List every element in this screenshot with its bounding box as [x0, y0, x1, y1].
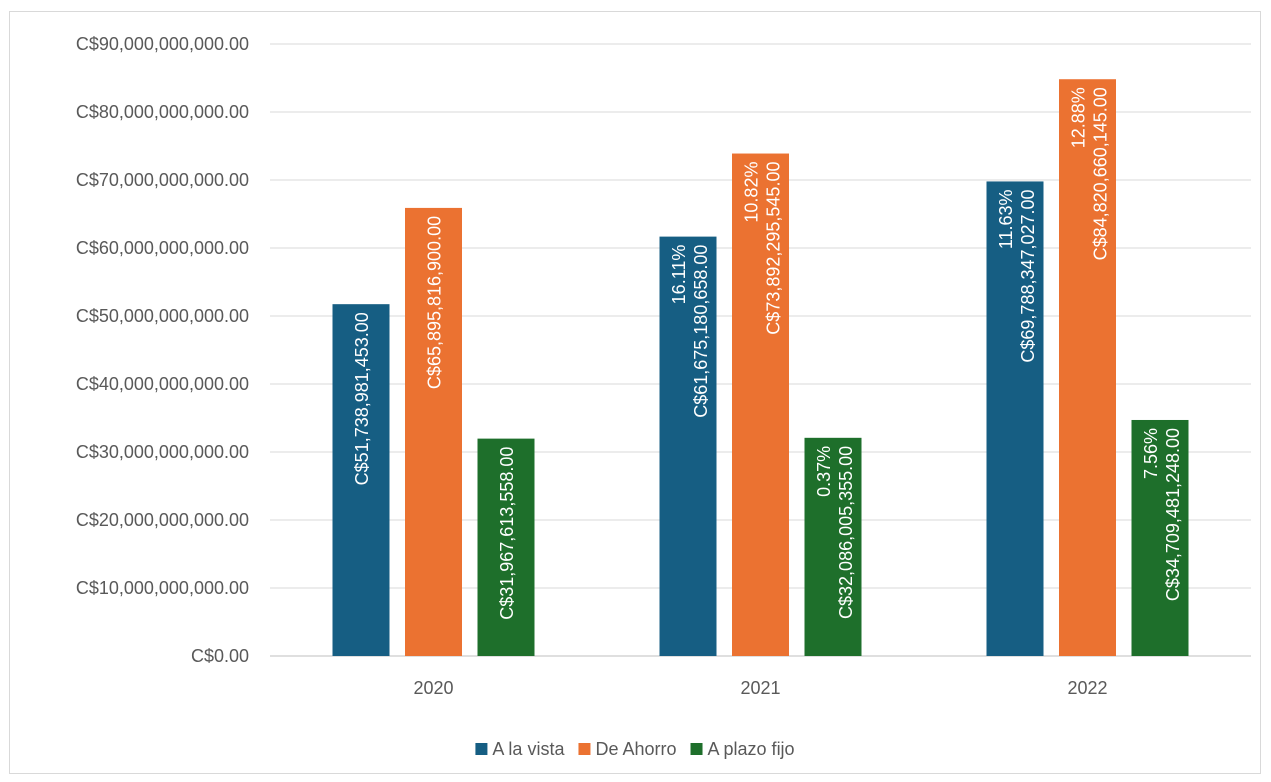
y-tick-label: C$0.00 [191, 646, 249, 666]
y-tick-label: C$60,000,000,000.00 [76, 238, 249, 258]
bar-value-label: C$69,788,347,027.00 [1018, 189, 1038, 362]
bar-value-label: C$31,967,613,558.00 [497, 447, 517, 620]
bar-value-label: C$32,086,005,355.00 [836, 446, 856, 619]
y-tick-label: C$90,000,000,000.00 [76, 34, 249, 54]
bar-pct-label: 7.56% [1141, 428, 1161, 479]
y-tick-label: C$10,000,000,000.00 [76, 578, 249, 598]
x-category-label: 2022 [1067, 678, 1107, 698]
legend-label: De Ahorro [595, 739, 676, 759]
bar [477, 438, 535, 656]
data-labels: C$51,738,981,453.00 C$65,895,816,900.00 C$… [352, 87, 1183, 620]
bars [332, 79, 1189, 657]
legend-swatch [578, 743, 591, 755]
x-axis-category-labels: 2020 2021 2022 [413, 678, 1107, 698]
bar-pct-label: 11.63% [996, 189, 1016, 249]
bar [332, 304, 390, 656]
bar [659, 236, 717, 656]
legend-item: A la vista [475, 739, 565, 759]
y-tick-label: C$20,000,000,000.00 [76, 510, 249, 530]
bar [405, 207, 462, 656]
x-category-label: 2021 [740, 678, 780, 698]
legend-label: A plazo fijo [708, 739, 795, 759]
y-tick-label: C$50,000,000,000.00 [76, 306, 249, 326]
legend-swatch [690, 743, 703, 755]
legend-item: A plazo fijo [690, 739, 795, 759]
x-category-label: 2020 [413, 678, 453, 698]
bar-pct-label: 12.88% [1069, 87, 1089, 148]
bar-pct-label: 16.11% [669, 245, 689, 305]
bar-value-label: C$34,709,481,248.00 [1163, 428, 1183, 601]
bar-value-label: C$73,892,295,545.00 [764, 162, 784, 335]
bar [986, 181, 1044, 656]
y-tick-label: C$80,000,000,000.00 [76, 102, 249, 122]
bar-pct-label: 10.82% [742, 162, 762, 223]
bar-value-label: C$51,738,981,453.00 [352, 312, 372, 485]
y-tick-label: C$70,000,000,000.00 [76, 170, 249, 190]
bar [1131, 419, 1189, 656]
bar-value-label: C$65,895,816,900.00 [425, 216, 445, 389]
y-axis-tick-labels: C$0.00 C$10,000,000,000.00 C$20,000,000,00… [76, 34, 249, 666]
bar [804, 437, 862, 656]
legend: A la vista De Ahorro A plazo fijo [475, 739, 795, 759]
bar-pct-label: 0.37% [814, 446, 834, 497]
y-tick-label: C$30,000,000,000.00 [76, 442, 249, 462]
y-tick-label: C$40,000,000,000.00 [76, 374, 249, 394]
bar [1059, 79, 1116, 657]
bar-value-label: C$61,675,180,658.00 [691, 245, 711, 418]
bar [732, 153, 789, 656]
bar-value-label: C$84,820,660,145.00 [1091, 87, 1111, 260]
legend-label: A la vista [492, 739, 565, 759]
legend-swatch [475, 743, 488, 755]
legend-item: De Ahorro [578, 739, 677, 759]
chart-area [9, 11, 1261, 774]
